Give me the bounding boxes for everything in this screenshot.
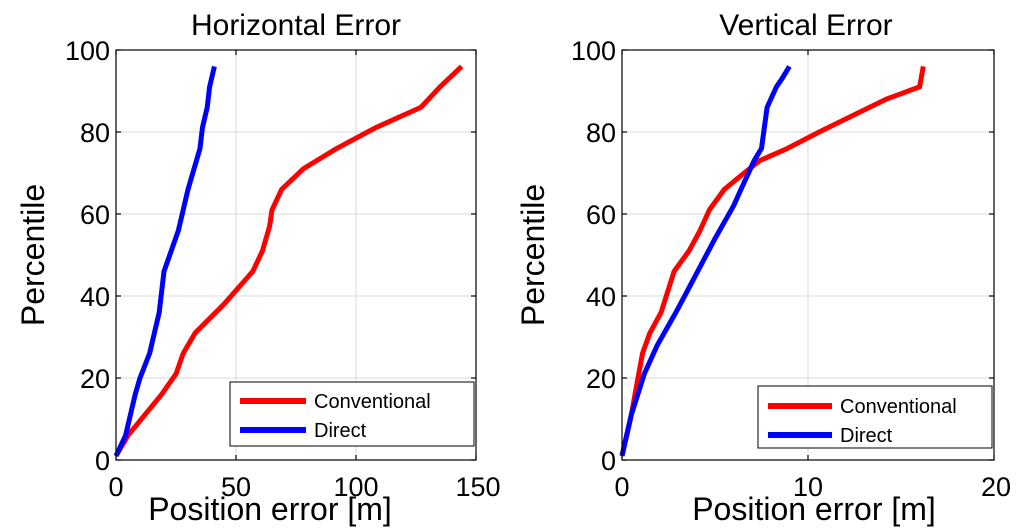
x-tick-label: 20 (981, 472, 1011, 502)
x-tick-labels: 0 50 100 150 (108, 472, 500, 502)
series-line-direct (619, 65, 792, 457)
series-line-conventional (619, 65, 926, 457)
x-axis-label: Position error [m] (148, 491, 392, 527)
y-tick-label: 60 (80, 200, 110, 230)
plot-area (619, 49, 995, 461)
plot-frame (115, 49, 477, 461)
vertical-error-panel: Vertical Error 0 10 20 0 20 40 60 80 100 Positi… (515, 9, 1011, 527)
chart-title: Horizontal Error (191, 9, 401, 42)
legend: Conventional Direct (757, 385, 993, 449)
y-tick-label: 20 (80, 364, 110, 394)
legend-box (229, 381, 475, 447)
x-axis-label: Position error [m] (692, 491, 936, 527)
y-tick-label: 0 (95, 446, 110, 476)
chart-title: Vertical Error (719, 9, 892, 42)
y-tick-label: 60 (586, 200, 616, 230)
series-line-direct (113, 65, 217, 457)
series-lines (619, 65, 926, 457)
plot-frame (621, 49, 995, 461)
y-tick-label: 20 (586, 364, 616, 394)
legend-conventional-label: Conventional (314, 391, 431, 413)
legend: Conventional Direct (229, 381, 475, 447)
y-tick-label: 40 (80, 282, 110, 312)
y-axis-label: Percentile (515, 184, 551, 326)
series-line-conventional (113, 64, 464, 458)
x-tick-label: 0 (614, 472, 629, 502)
y-tick-label: 40 (586, 282, 616, 312)
y-tick-label: 80 (586, 118, 616, 148)
y-tick-label: 100 (65, 36, 110, 66)
x-tick-labels: 0 10 20 (614, 472, 1011, 502)
y-tick-label: 0 (601, 446, 616, 476)
y-axis-label: Percentile (15, 184, 51, 326)
x-tick-label: 100 (333, 472, 378, 502)
y-tick-labels: 0 20 40 60 80 100 (65, 36, 110, 476)
y-tick-label: 80 (80, 118, 110, 148)
x-tick-label: 150 (455, 472, 500, 502)
series-lines (113, 64, 464, 458)
x-tick-label: 0 (108, 472, 123, 502)
x-tick-label: 10 (793, 472, 823, 502)
legend-conventional-label: Conventional (840, 396, 957, 418)
x-tick-label: 50 (221, 472, 251, 502)
y-tick-labels: 0 20 40 60 80 100 (571, 36, 616, 476)
legend-direct-label: Direct (840, 425, 893, 447)
horizontal-error-panel: Horizontal Error 0 50 100 150 020406080100 … (15, 9, 501, 527)
y-tick-label: 100 (571, 36, 616, 66)
legend-direct-label: Direct (314, 420, 367, 442)
